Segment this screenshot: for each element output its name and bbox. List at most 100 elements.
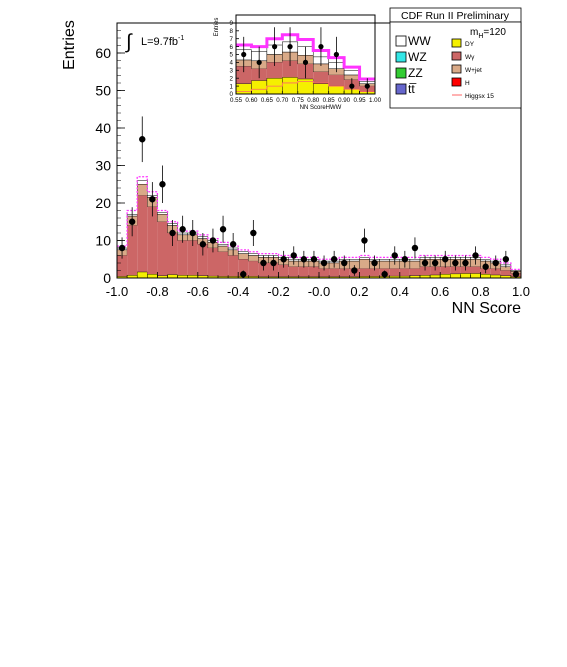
x-tick-label: -0.8 — [146, 284, 168, 299]
legend-swatch — [395, 83, 407, 95]
bar-ww-bin-26 — [379, 259, 390, 262]
legend-label: Higgsx 15 — [465, 93, 494, 100]
data-point — [330, 256, 338, 263]
data-point — [229, 241, 237, 248]
x-tick-label: 1.00 — [369, 97, 382, 104]
data-point — [482, 263, 489, 270]
bar-ww-bin-10 — [217, 244, 229, 247]
x-tick-label: 0.55 — [230, 97, 243, 104]
data-point — [411, 244, 419, 252]
integral-symbol: ∫ — [125, 31, 133, 53]
bar-wgamma-bin-10 — [218, 251, 229, 277]
y-axis-label: Entries — [61, 20, 78, 70]
bar-ww-bin-23 — [349, 259, 360, 262]
bar-dy-bin-33 — [450, 273, 461, 279]
data-point — [320, 259, 328, 267]
data-point — [351, 267, 358, 274]
legend-label: W+jet — [465, 67, 482, 74]
x-tick-label: 0.60 — [245, 97, 258, 104]
y-tick-label: 6 — [230, 44, 234, 51]
data-point — [159, 181, 166, 188]
data-points — [118, 116, 520, 278]
bar-ww-bin-12 — [237, 251, 249, 254]
legend-label: ZZ — [408, 66, 423, 80]
y-axis: 0 10 20 30 40 50 60 — [95, 22, 125, 286]
svg-text:L=9.7fb-1: L=9.7fb-1 — [141, 35, 184, 48]
bar-wgamma-bin-6 — [177, 240, 188, 276]
data-point — [118, 244, 126, 252]
data-point — [256, 59, 262, 65]
x-tick-label: 1.0 — [512, 284, 530, 299]
data-point — [462, 259, 469, 267]
data-point — [361, 237, 368, 244]
data-point — [302, 59, 309, 65]
bar-wjet-bin-2 — [136, 184, 148, 196]
histogram-stack — [116, 176, 522, 279]
data-point — [290, 252, 297, 259]
bar-wgamma-bin-16 — [278, 264, 289, 277]
y-tick-label: 0 — [230, 91, 234, 98]
higgs-x15-line — [117, 176, 521, 271]
data-point — [452, 259, 459, 267]
bar-ww-bin-2 — [136, 180, 148, 185]
bar-wgamma-bin-4 — [157, 221, 168, 276]
y-tick-label: 5 — [230, 52, 234, 59]
data-point — [333, 51, 339, 58]
bar-wgamma-bin-30 — [420, 266, 431, 276]
bar-wgamma-bin-3 — [282, 60, 298, 78]
x-axis: -1.0 -0.8 -0.6 -0.4 -0.2 -0.0 0.2 0.4 0.6 0.8 1.0 — [106, 272, 530, 299]
bar-wgamma-bin-5 — [313, 71, 329, 84]
data-point — [364, 83, 370, 89]
bar-dy-bin-6 — [328, 85, 345, 95]
x-tick-label: 0.4 — [391, 284, 409, 299]
y-tick-label: 7 — [230, 36, 234, 43]
legend-swatch — [395, 51, 407, 63]
bar-wgamma-bin-12 — [238, 259, 249, 277]
bar-wgamma-bin-37 — [490, 268, 501, 275]
legend-label: DY — [465, 41, 475, 48]
y-tick-label: 8 — [230, 28, 234, 35]
bar-wgamma-bin-35 — [470, 266, 481, 274]
bar-dy-bin-3 — [282, 77, 298, 95]
bar-wjet-bin-4 — [157, 214, 168, 222]
bar-dy-bin-1 — [251, 80, 268, 95]
bar-wgamma-bin-13 — [248, 261, 259, 277]
data-point — [270, 259, 277, 267]
data-point — [349, 83, 355, 89]
data-point — [300, 256, 308, 263]
bar-dy-bin-36 — [480, 274, 491, 279]
bar-wgamma-bin-22 — [339, 268, 350, 277]
bar-dy-bin-3 — [147, 274, 158, 279]
data-point — [241, 51, 247, 58]
data-point — [149, 196, 156, 203]
data-point — [472, 252, 479, 259]
bar-wgamma-bin-2 — [266, 62, 283, 79]
data-point — [260, 259, 267, 267]
legend-swatch — [451, 64, 462, 74]
legend-label: tt̅ — [408, 82, 417, 96]
y-tick-label: 1 — [230, 83, 234, 90]
bar-wgamma-bin-28 — [399, 268, 410, 277]
bar-wgamma-bin-6 — [328, 75, 345, 87]
inset-plot: 0.55 0.60 0.65 0.70 0.75 0.80 0.85 0.90 0.95 1.00… — [214, 14, 382, 111]
data-point — [492, 259, 499, 267]
data-point — [139, 136, 146, 143]
data-point — [391, 252, 398, 259]
bar-wgamma-bin-25 — [369, 268, 380, 277]
bar-wgamma-bin-19 — [308, 266, 319, 277]
bar-wgamma-bin-3 — [147, 206, 158, 275]
bar-wjet-bin-13 — [248, 255, 259, 262]
bar-ww-bin-4 — [157, 212, 168, 215]
data-point — [128, 218, 136, 225]
data-point — [209, 237, 217, 244]
x-tick-label: 0.70 — [276, 97, 289, 104]
data-point — [512, 271, 520, 278]
x-tick-label: 0.80 — [307, 97, 320, 104]
bar-wgamma-bin-32 — [440, 266, 451, 275]
y-axis-label: Entries — [214, 18, 220, 37]
legend-swatch — [451, 77, 462, 87]
bar-wgamma-bin-31 — [430, 266, 441, 275]
legend-label: WZ — [408, 50, 427, 64]
legend-swatch — [395, 35, 407, 47]
x-tick-label: -0.4 — [227, 284, 249, 299]
